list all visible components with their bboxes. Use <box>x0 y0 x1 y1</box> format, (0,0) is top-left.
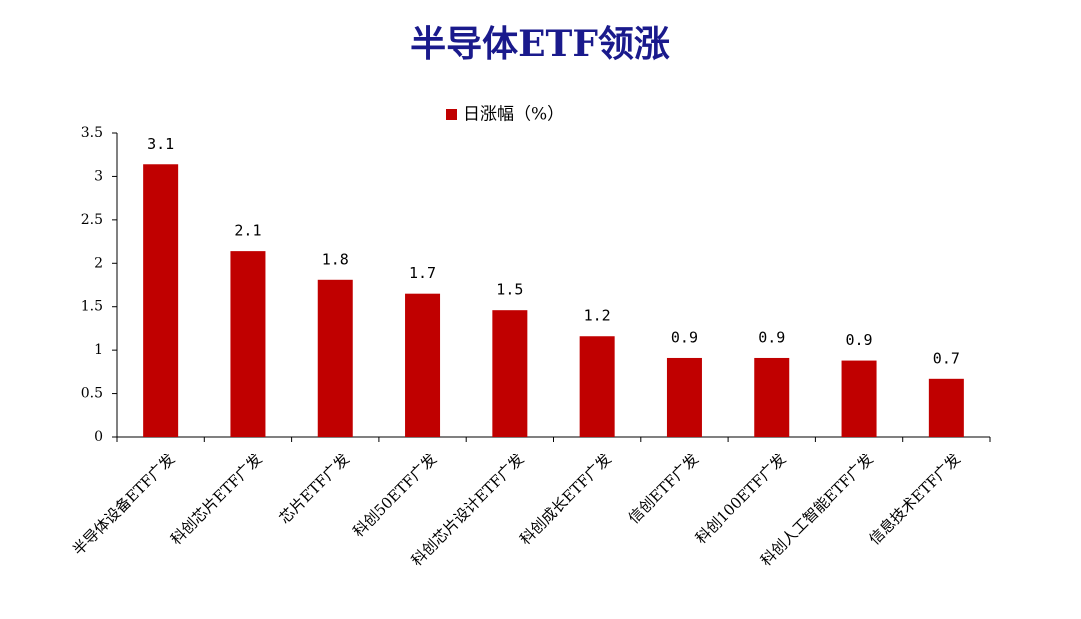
value-label: 2.1 <box>234 222 261 240</box>
x-tick-label: 科创50ETF广发 <box>349 450 440 541</box>
y-tick-label: 3.5 <box>81 125 103 141</box>
y-tick-label: 2.5 <box>81 212 103 228</box>
value-label: 0.9 <box>846 331 873 349</box>
y-tick-label: 1 <box>94 342 103 358</box>
value-label: 1.2 <box>584 307 611 325</box>
value-label: 1.7 <box>409 264 436 282</box>
bar <box>579 336 615 437</box>
value-label: 0.9 <box>671 328 698 346</box>
y-tick-label: 3 <box>94 168 103 184</box>
y-tick-label: 1.5 <box>81 299 103 315</box>
bar <box>405 293 441 437</box>
chart-title: 半导体ETF领涨 <box>410 23 670 65</box>
bar <box>230 251 266 437</box>
bar <box>143 164 179 438</box>
x-tick-label: 信创ETF广发 <box>625 450 702 527</box>
bar <box>666 357 702 437</box>
value-label: 0.7 <box>933 349 960 367</box>
x-tick-label: 科创100ETF广发 <box>692 450 790 548</box>
value-label: 1.8 <box>322 250 349 268</box>
value-label: 0.9 <box>758 328 785 346</box>
y-tick-label: 2 <box>94 255 103 271</box>
value-label: 1.5 <box>496 281 523 299</box>
bar <box>317 279 353 437</box>
x-tick-label: 半导体设备ETF广发 <box>69 450 178 559</box>
legend-swatch <box>446 109 457 120</box>
x-tick-label: 科创芯片ETF广发 <box>167 450 266 549</box>
y-tick-label: 0.5 <box>81 386 103 402</box>
bar <box>928 378 964 437</box>
bar <box>754 357 790 437</box>
bar <box>492 310 528 437</box>
y-tick-label: 0 <box>94 429 103 445</box>
x-tick-label: 芯片ETF广发 <box>276 450 353 527</box>
legend-label: 日涨幅（%） <box>463 105 564 125</box>
value-label: 3.1 <box>147 135 174 153</box>
x-tick-label: 信息技术ETF广发 <box>865 450 964 549</box>
bar <box>841 360 877 437</box>
x-tick-label: 科创成长ETF广发 <box>516 450 615 549</box>
